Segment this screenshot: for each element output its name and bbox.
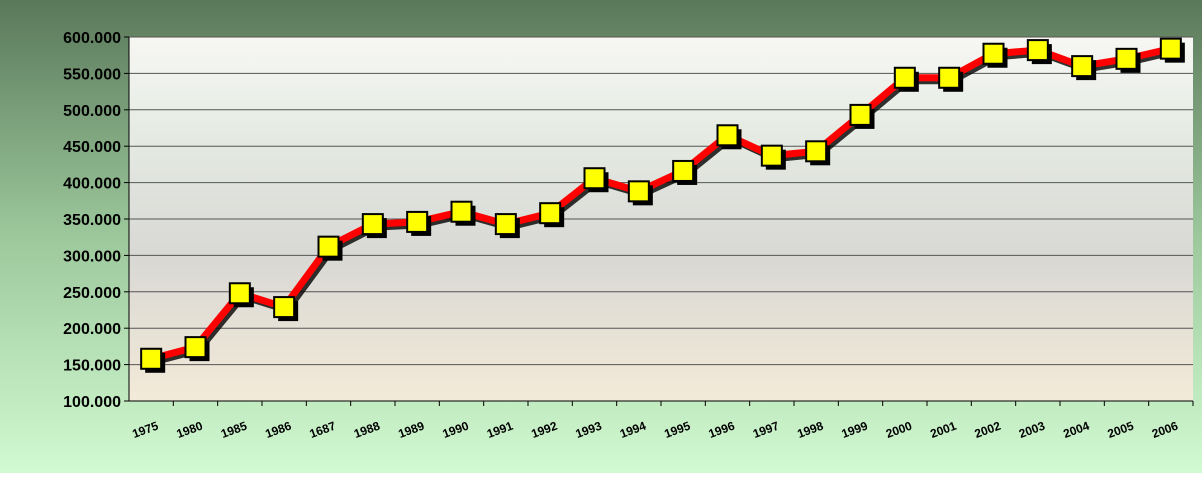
y-tick-label: 450.000 [63, 139, 121, 156]
marker [895, 68, 915, 88]
chart: 100.000 150.000 200.000 250.000 300.000 350.0… [0, 0, 1202, 473]
marker [407, 212, 427, 232]
marker [984, 44, 1004, 64]
y-tick-label: 250.000 [63, 285, 121, 302]
y-tick-label: 100.000 [63, 394, 121, 411]
marker [851, 105, 871, 125]
marker [762, 146, 782, 166]
marker [1117, 49, 1137, 69]
marker [186, 337, 206, 357]
marker [1161, 39, 1181, 59]
y-tick-label: 500.000 [63, 103, 121, 120]
y-tick-label: 300.000 [63, 248, 121, 265]
marker [496, 214, 516, 234]
marker [1072, 56, 1092, 76]
marker [718, 125, 738, 145]
marker [673, 161, 693, 181]
y-tick-label: 150.000 [63, 358, 121, 375]
marker [1028, 40, 1048, 60]
y-tick-label: 350.000 [63, 212, 121, 229]
y-tick-label: 200.000 [63, 321, 121, 338]
marker [939, 68, 959, 88]
marker [540, 203, 560, 223]
marker [363, 214, 383, 234]
marker [319, 237, 339, 257]
marker [629, 181, 649, 201]
y-tick-label: 600.000 [63, 30, 121, 47]
y-tick-label: 550.000 [63, 66, 121, 83]
marker [274, 297, 294, 317]
marker [806, 141, 826, 161]
marker [141, 349, 161, 369]
y-tick-label: 400.000 [63, 176, 121, 193]
marker [585, 168, 605, 188]
marker [452, 202, 472, 222]
marker [230, 283, 250, 303]
